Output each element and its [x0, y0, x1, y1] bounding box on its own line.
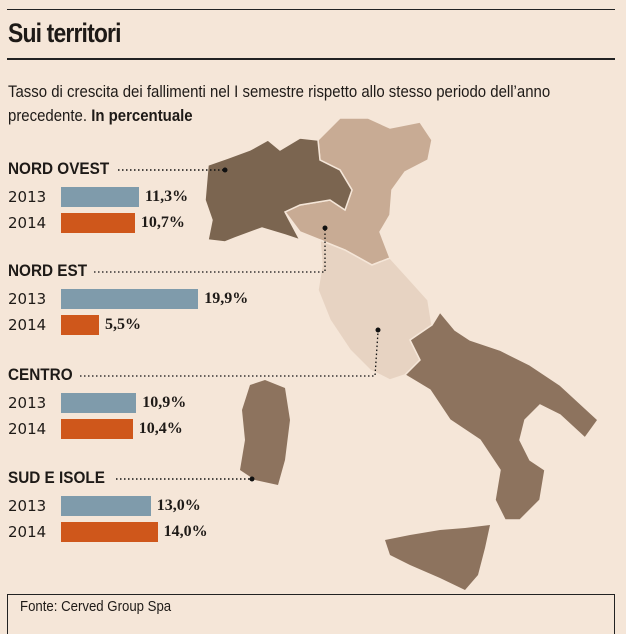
bar-2014: [61, 419, 133, 439]
bar-row: 2013 11,3%: [8, 187, 188, 207]
value-label: 11,3%: [144, 188, 189, 205]
footer-box: [7, 594, 615, 634]
group-centro: CENTRO 2013 10,9% 2014 10,4%: [8, 365, 186, 439]
bar-2013: [61, 393, 137, 413]
leader-centro: [80, 331, 379, 377]
value-label: 10,7%: [140, 214, 185, 231]
year-label: 2013: [8, 497, 47, 515]
value-label: 14,0%: [163, 523, 208, 540]
bar-2014: [61, 213, 135, 233]
bar-2014: [61, 522, 158, 542]
bar-row: 2014 5,5%: [8, 315, 141, 335]
bar-2014: [61, 315, 99, 335]
value-label: 10,4%: [138, 420, 183, 437]
year-label: 2013: [8, 394, 47, 412]
bar-2013: [61, 289, 199, 309]
bar-row: 2013 19,9%: [8, 289, 248, 309]
bar-row: 2013 10,9%: [8, 393, 186, 413]
year-label: 2014: [8, 523, 47, 541]
subtitle: Tasso di crescita dei fallimenti nel I s…: [8, 80, 554, 128]
value-label: 19,9%: [204, 290, 249, 307]
year-label: 2014: [8, 316, 47, 334]
region-sardegna: [240, 380, 290, 485]
source-note: Fonte: Cerved Group Spa: [20, 598, 172, 615]
subtitle-text: Tasso di crescita dei fallimenti nel I s…: [8, 82, 551, 125]
subtitle-unit: In percentuale: [91, 106, 193, 125]
bar-2013: [61, 187, 139, 207]
year-label: 2014: [8, 214, 47, 232]
leader-nord-est: [94, 228, 326, 273]
dot-centro: [375, 327, 381, 333]
region-sicilia: [385, 525, 490, 590]
group-nord-est: NORD EST 2013 19,9% 2014 5,5%: [8, 261, 248, 335]
page-title: Sui territori: [8, 18, 121, 48]
dot-sud-e-isole: [249, 476, 255, 482]
value-label: 5,5%: [104, 316, 141, 333]
bar-row: 2014 14,0%: [8, 522, 208, 542]
group-sud-e-isole: SUD E ISOLE 2013 13,0% 2014 14,0%: [8, 468, 208, 542]
dot-nord-est: [322, 225, 328, 231]
region-sud: [403, 310, 599, 521]
value-label: 10,9%: [142, 394, 187, 411]
top-rule: [7, 9, 615, 10]
bar-row: 2014 10,4%: [8, 419, 183, 439]
group-name: NORD EST: [8, 261, 88, 280]
region-nord-ovest: [204, 137, 353, 243]
group-name: CENTRO: [8, 365, 73, 384]
footer-rule: [7, 594, 615, 595]
value-label: 13,0%: [156, 497, 201, 514]
group-nord-ovest: NORD OVEST 2013 11,3% 2014 10,7%: [8, 159, 188, 233]
group-name: NORD OVEST: [8, 159, 110, 178]
group-name: SUD E ISOLE: [8, 468, 105, 487]
bar-row: 2014 10,7%: [8, 213, 185, 233]
title-rule: [7, 58, 615, 60]
year-label: 2013: [8, 188, 47, 206]
bar-row: 2013 13,0%: [8, 496, 201, 516]
year-label: 2013: [8, 290, 47, 308]
year-label: 2014: [8, 420, 47, 438]
bar-2013: [61, 496, 151, 516]
dot-nord-ovest: [222, 167, 228, 173]
